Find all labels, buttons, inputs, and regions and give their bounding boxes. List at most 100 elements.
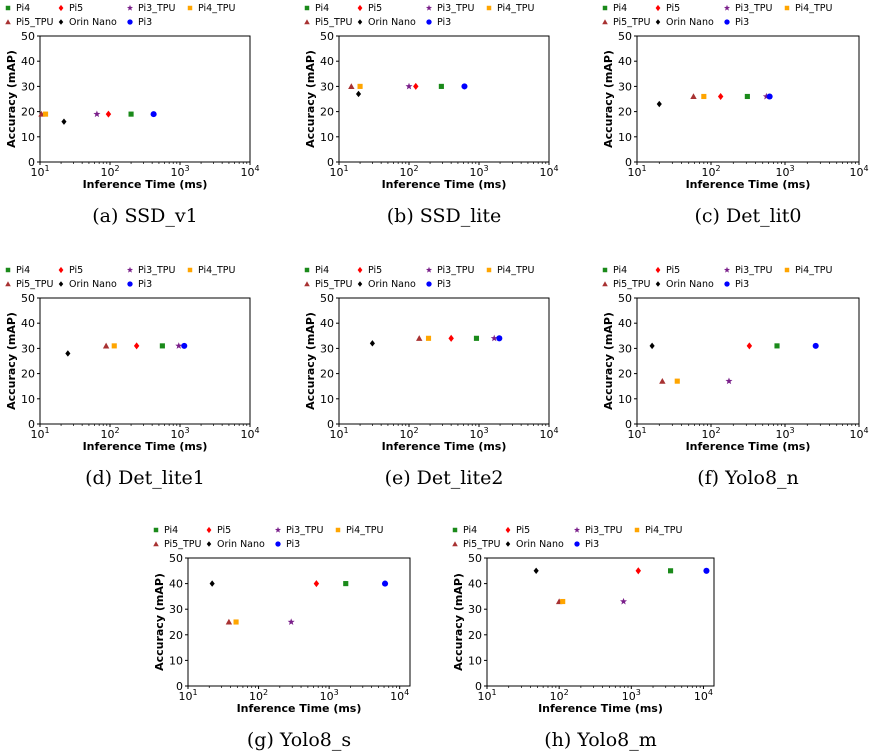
y-tick-label: 20	[320, 106, 334, 119]
panel-d-det-lite1: Pi4 Pi5 Pi3_TPU Pi4_TPU Pi5_TPU Orin Nano Pi3 0…	[5, 265, 260, 489]
data-point-pi4-tpu	[674, 378, 680, 384]
legend-label-pi5: Pi5	[69, 3, 83, 14]
x-tick-label: 101	[627, 426, 646, 441]
legend-label-orin-nano: Orin Nano	[368, 17, 416, 28]
legend-label-pi3: Pi3	[437, 17, 451, 28]
data-point-pi5	[448, 334, 454, 342]
x-tick-label: 103	[170, 164, 189, 179]
legend-label-pi4: Pi4	[463, 525, 477, 536]
y-tick-label: 50	[320, 30, 334, 43]
legend-label-orin-nano: Orin Nano	[69, 279, 117, 290]
legend-marker-pi5-tpu	[5, 19, 11, 25]
panel-h-yolo8-m: Pi4 Pi5 Pi3_TPU Pi4_TPU Pi5_TPU Orin Nano Pi3 0…	[452, 525, 715, 751]
legend-marker-pi3	[275, 541, 281, 547]
y-tick-label: 20	[320, 368, 334, 381]
data-point-pi4-tpu	[357, 83, 363, 89]
axes-frame	[39, 35, 251, 163]
legend-label-pi4: Pi4	[16, 265, 30, 276]
legend-marker-pi4	[602, 5, 608, 11]
legend-marker-orin-nano	[357, 281, 363, 287]
x-tick-label: 104	[240, 426, 259, 441]
legend-label-pi3: Pi3	[735, 17, 749, 28]
x-axis-title: Inference Time (ms)	[382, 440, 507, 453]
legend-label-pi3: Pi3	[138, 279, 152, 290]
data-point-pi4-tpu	[425, 335, 432, 341]
legend-label-pi5-tpu: Pi5_TPU	[16, 279, 53, 290]
y-axis-title: Accuracy (mAP)	[153, 573, 166, 671]
data-point-pi3-tpu	[405, 82, 413, 90]
x-tick-label: 102	[550, 688, 569, 703]
legend-marker-pi5	[505, 526, 511, 534]
legend-label-pi4: Pi4	[16, 3, 30, 14]
legend-label-pi5: Pi5	[666, 265, 680, 276]
x-tick-label: 103	[170, 426, 189, 441]
legend-marker-pi3	[574, 541, 580, 547]
legend-label-pi3: Pi3	[437, 279, 451, 290]
data-point-pi5-tpu	[348, 83, 355, 89]
legend-label-pi4: Pi4	[613, 3, 627, 14]
subfigure-caption: (h) Yolo8_m	[544, 729, 657, 751]
y-tick-label: 10	[21, 393, 35, 406]
legend-marker-pi5	[655, 266, 661, 274]
x-tick-label: 104	[539, 426, 558, 441]
data-point-pi4-tpu	[42, 111, 49, 117]
x-tick-label: 103	[622, 688, 641, 703]
y-tick-label: 30	[320, 80, 334, 93]
legend-label-pi5-tpu: Pi5_TPU	[613, 279, 650, 290]
legend-label-pi5-tpu: Pi5_TPU	[16, 17, 53, 28]
x-tick-label: 101	[627, 164, 646, 179]
legend-label-pi4-tpu: Pi4_TPU	[795, 265, 832, 276]
y-tick-label: 10	[320, 131, 334, 144]
y-tick-label: 10	[468, 654, 482, 667]
x-tick-label: 102	[100, 164, 119, 179]
legend-label-pi3: Pi3	[286, 539, 300, 550]
data-point-pi4-tpu	[233, 619, 239, 625]
x-tick-label: 103	[775, 164, 794, 179]
data-point-pi4-tpu	[701, 93, 707, 100]
y-tick-label: 30	[618, 80, 632, 93]
legend-label-pi5: Pi5	[516, 525, 530, 536]
y-tick-label: 30	[169, 603, 183, 616]
y-tick-label: 40	[21, 317, 35, 330]
legend-label-orin-nano: Orin Nano	[666, 17, 714, 28]
data-point-pi3-tpu	[287, 618, 295, 625]
y-tick-label: 40	[618, 317, 632, 330]
data-point-orin-nano	[656, 100, 662, 108]
panel-g-yolo8-s: Pi4 Pi5 Pi3_TPU Pi4_TPU Pi5_TPU Orin Nano Pi3 0…	[153, 525, 411, 751]
legend-marker-pi3	[724, 19, 730, 25]
y-tick-label: 50	[21, 292, 35, 305]
data-point-pi3	[181, 342, 188, 349]
legend-label-pi4: Pi4	[613, 265, 627, 276]
y-tick-label: 10	[169, 654, 183, 667]
data-point-pi5	[105, 110, 112, 118]
y-tick-label: 20	[21, 106, 35, 119]
legend-marker-pi4	[602, 267, 608, 273]
y-tick-label: 10	[21, 131, 35, 144]
y-tick-label: 0	[625, 156, 632, 169]
y-tick-label: 20	[21, 368, 35, 381]
legend-marker-orin-nano	[655, 281, 661, 287]
legend-marker-pi4	[304, 5, 310, 11]
data-point-pi5-tpu	[690, 93, 697, 100]
data-point-pi5-tpu	[416, 335, 423, 341]
legend-marker-pi4	[153, 527, 159, 533]
x-axis-title: Inference Time (ms)	[382, 178, 507, 191]
legend-label-pi5-tpu: Pi5_TPU	[463, 539, 500, 550]
data-point-pi3-tpu	[620, 597, 628, 605]
y-axis-title: Accuracy (mAP)	[304, 50, 317, 148]
legend-label-pi4: Pi4	[315, 265, 329, 276]
data-point-orin-nano	[61, 118, 67, 125]
data-point-pi3	[381, 580, 389, 587]
legend-label-orin-nano: Orin Nano	[666, 279, 714, 290]
y-tick-label: 0	[28, 418, 35, 431]
axes-frame	[187, 557, 411, 687]
legend-label-pi4-tpu: Pi4_TPU	[795, 3, 832, 14]
legend-marker-pi3-tpu	[425, 4, 433, 11]
legend-marker-pi3	[426, 19, 432, 25]
x-axis-title: Inference Time (ms)	[538, 702, 663, 715]
subfigure-caption: (a) SSD_v1	[92, 205, 197, 227]
data-point-pi5	[313, 580, 320, 588]
legend-label-pi3-tpu: Pi3_TPU	[138, 3, 175, 14]
data-point-pi5	[133, 342, 140, 350]
x-tick-label: 101	[178, 688, 197, 703]
